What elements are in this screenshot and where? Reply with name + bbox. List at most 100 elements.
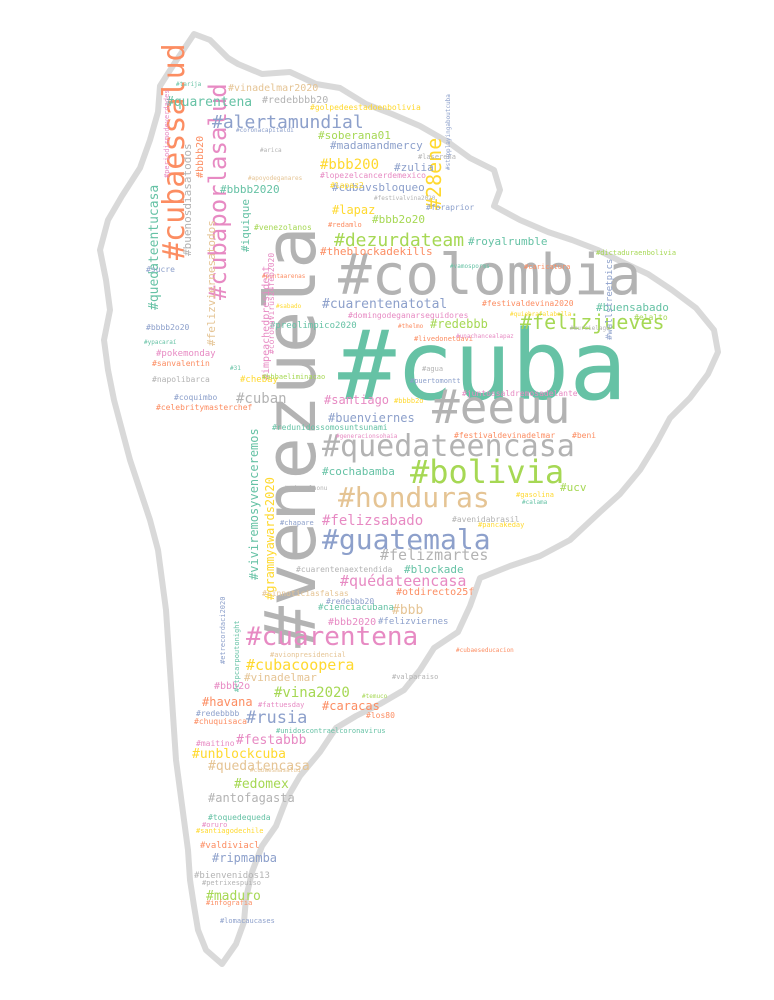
hashtag-word: #otdirecto25f — [396, 587, 475, 598]
hashtag-word: #buenviernes — [328, 411, 415, 425]
hashtag-word: #blockade — [404, 563, 464, 576]
hashtag-word: #quarentena — [166, 95, 253, 110]
hashtag-word: #festivaldevina2020 — [482, 299, 574, 308]
hashtag-word: #festivalvina2020 — [374, 195, 436, 202]
hashtag-word: #vina2020 — [274, 685, 350, 701]
hashtag-word: #cuarentenatotal — [322, 297, 448, 312]
hashtag-word: #vinadelmar — [244, 671, 317, 684]
hashtag-word: #cuarentenaextendida — [296, 565, 393, 574]
hashtag-word: #ctpcarpoutonight — [233, 620, 241, 692]
hashtag-word: #lapaz — [332, 203, 376, 217]
hashtag-word: #felizmartes — [380, 546, 489, 564]
hashtag-word: #apoyodeganares — [248, 175, 303, 182]
hashtag-word: #los80 — [366, 711, 395, 720]
hashtag-word: #santiago — [324, 393, 390, 407]
hashtag-word: #31 — [230, 365, 241, 372]
hashtag-word: #napolibarca — [152, 375, 210, 384]
hashtag-word: #dictaduraenbolivia — [596, 249, 677, 257]
hashtag-word: #temuco — [362, 693, 388, 700]
hashtag-word: #bbbb2o — [394, 397, 424, 405]
hashtag-word: #cuban — [236, 391, 287, 407]
hashtag-word: #zulia — [394, 161, 434, 174]
hashtag-word: #avenidabrasil — [452, 515, 520, 524]
hashtag-word: #elalto — [634, 313, 668, 322]
hashtag-word: #vinadelmar2020 — [228, 83, 319, 94]
hashtag-word: #sinnoticiasfalsas — [262, 589, 349, 598]
hashtag-word: #cienciacubana — [318, 603, 394, 613]
hashtag-word: #cochabamba — [322, 465, 395, 478]
hashtag-word: #maitino — [196, 739, 235, 748]
hashtag-word: #maduro — [206, 889, 261, 904]
hashtag-word: #santiagodechile — [196, 827, 264, 835]
hashtag-word: #chebay — [240, 375, 278, 385]
hashtag-word: #festabbb — [236, 733, 307, 748]
hashtag-word: #buensabado — [596, 301, 669, 314]
hashtag-word: #bolivia — [410, 453, 565, 491]
hashtag-word: #cuarentena — [246, 622, 419, 652]
hashtag-word: #sabado — [276, 303, 302, 310]
hashtag-word: #cubaenlaonu — [284, 485, 328, 492]
hashtag-word: #avionpresidencial — [270, 651, 346, 659]
hashtag-word: #coronacapitaldi — [236, 127, 294, 134]
hashtag-word: #agua — [422, 365, 444, 373]
hashtag-word: #etrecordaci2020 — [219, 596, 227, 664]
hashtag-word: #calama — [522, 499, 548, 506]
hashtag-word: #ripmamba — [212, 851, 278, 865]
hashtag-word: #puertomontt — [410, 377, 461, 385]
hashtag-word: #venezolanos — [254, 223, 312, 232]
hashtag-word: #bbb2o20 — [372, 213, 425, 226]
hashtag-word: #soberana01 — [318, 129, 391, 142]
continent-outline — [97, 31, 721, 967]
hashtag-word: #quiebrafalabella — [510, 311, 572, 318]
hashtag-word: #murcielago — [570, 325, 610, 332]
hashtag-word: #redamlo — [328, 221, 362, 229]
hashtag-word: #valdiviacl — [200, 841, 260, 851]
hashtag-word: #lapaz2 — [330, 181, 364, 190]
hashtag-word: #felizsabado — [322, 513, 424, 529]
hashtag-word: #generacionsohaia — [336, 433, 398, 440]
hashtag-word: #quedateentucasa — [147, 184, 162, 310]
hashtag-word: #colombia — [338, 243, 642, 308]
hashtag-word: #pokemonday — [156, 349, 216, 359]
hashtag-word: #celebritymasterchef — [156, 403, 253, 412]
hashtag-word: #caracas — [322, 699, 380, 713]
hashtag-word: #redebbbb20 — [262, 95, 329, 106]
hashtag-word: #beni — [572, 431, 597, 440]
hashtag-word: #periodismodeverdades — [163, 89, 171, 178]
hashtag-word: #guatemala — [322, 523, 491, 556]
hashtag-word: #vamosporms — [450, 263, 490, 270]
hashtag-word: #arica — [260, 147, 282, 154]
hashtag-word: #redebbb20 — [326, 597, 375, 606]
hashtag-word: #toquedequeda — [208, 813, 271, 822]
hashtag-word: #bbbb20 — [195, 135, 206, 178]
hashtag-word: #quédateencasa — [340, 572, 467, 590]
hashtag-word: #coquimbo — [174, 393, 218, 402]
hashtag-word: #felizjueves — [520, 310, 665, 334]
hashtag-word: #cubaesmasalud — [250, 767, 301, 774]
hashtag-word: #felizviernes — [378, 617, 449, 627]
hashtag-word: #chuquisaca — [194, 717, 247, 726]
hashtag-word: #cuba — [338, 310, 627, 422]
hashtag-word: #viviremosyvenceremos — [247, 428, 261, 580]
hashtag-word: #royalrumble — [468, 235, 548, 248]
hashtag-word: #antofagasta — [208, 791, 295, 805]
hashtag-word: #domingodeganarseguidores — [348, 311, 469, 320]
hashtag-word: #infografia — [206, 899, 253, 907]
hashtag-word: #valparaiso — [392, 673, 439, 681]
hashtag-word: #sanvalentin — [152, 359, 210, 368]
hashtag-word: #ucv — [560, 481, 587, 494]
hashtag-word: #grammyawards2020 — [263, 477, 277, 600]
hashtag-word: #dezurdateam — [334, 230, 465, 251]
hashtag-word: #havana — [202, 695, 253, 709]
hashtag-word: #bbbb2020 — [220, 183, 280, 196]
hashtag-word: #preolimpico2020 — [270, 321, 357, 331]
hashtag-word: #cubaeseducacion — [456, 647, 514, 654]
hashtag-word: #rusia — [246, 708, 308, 728]
hashtag-word: #edomex — [234, 777, 289, 792]
hashtag-word: #eeuu — [432, 380, 571, 434]
hashtag-word: #bienvenidos13 — [194, 871, 270, 881]
hashtag-word: #alertamundial — [212, 112, 364, 133]
